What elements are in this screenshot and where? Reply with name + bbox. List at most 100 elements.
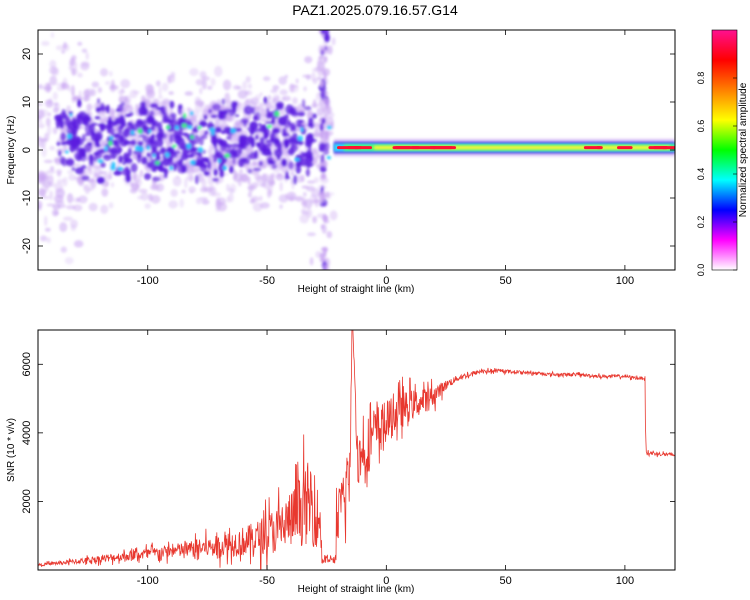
- spectrogram-core-blob: [300, 151, 306, 158]
- snr-x-tick-label: 50: [499, 575, 511, 587]
- spectrogram-core-blob: [176, 137, 185, 148]
- spectrogram-speckle: [140, 192, 149, 201]
- spectrogram-speckle: [304, 56, 313, 64]
- spectrogram-speckle: [210, 77, 216, 87]
- spectrogram-core-blob: [210, 114, 218, 118]
- spectrogram-core-blob: [184, 154, 194, 158]
- spectrogram-speckle: [181, 189, 186, 194]
- spectrogram-hot-spot: [209, 127, 216, 132]
- spectrogram-core-blob: [81, 175, 90, 181]
- spectrogram-speckle: [86, 187, 94, 192]
- spectrogram-core-blob: [308, 123, 315, 129]
- colorbar-ticks: 0.0 0.2 0.4 0.6 0.8: [696, 72, 737, 276]
- spectrogram-speckle: [292, 97, 298, 105]
- spectrogram-core-blob: [130, 139, 137, 146]
- spectrogram-core-blob: [84, 123, 92, 134]
- spectrogram-core-blob: [221, 130, 226, 134]
- spectrogram-speckle: [130, 181, 134, 188]
- spectrogram-core-blob: [306, 163, 311, 169]
- snr-y-tick-label: 4000: [21, 421, 33, 445]
- spectrogram-speckle: [235, 103, 242, 114]
- spectrogram-speckle: [288, 195, 295, 201]
- spectrogram-speckle: [69, 60, 78, 71]
- spectrogram-speckle: [49, 145, 55, 151]
- spectrogram-core-blob: [117, 125, 122, 134]
- transition-streak: [324, 142, 330, 151]
- spectrogram-core-blob: [64, 117, 72, 127]
- spectrogram-hot-spot: [181, 123, 188, 128]
- spectrogram-speckle: [49, 75, 58, 86]
- spectrogram-speckle: [55, 45, 65, 51]
- spectrogram-speckle: [326, 111, 335, 119]
- spectrogram-speckle: [259, 202, 270, 209]
- spectrogram-speckle: [52, 91, 58, 101]
- spectrogram-hot-spot: [189, 159, 196, 166]
- spectrogram-speckle: [270, 89, 278, 94]
- spectrogram-speckle: [91, 81, 100, 88]
- spectrogram-core-blob: [254, 149, 259, 160]
- spectrogram-speckle: [258, 195, 263, 202]
- spectrogram-speckle: [279, 181, 283, 192]
- spectrogram-speckle: [150, 194, 161, 204]
- spectrogram-speckle: [62, 42, 68, 50]
- transition-streak: [319, 122, 324, 132]
- spectrogram-hot-spot: [165, 125, 171, 130]
- spectrogram-core-blob: [206, 123, 216, 128]
- spectrogram-speckle: [118, 92, 124, 104]
- snr-panel: -100 -50 0 50 100 2000 4000 6000 Height of str…: [6, 329, 676, 595]
- spectrogram-core-blob: [127, 147, 133, 157]
- spectrogram-speckle: [39, 171, 49, 182]
- spectrogram-speckle: [87, 178, 94, 183]
- spectrogram-hot-spot: [138, 146, 144, 152]
- spectrogram-core-blob: [155, 153, 159, 162]
- spectrogram-core-blob: [54, 114, 61, 119]
- snr-y-tick-label: 6000: [21, 352, 33, 376]
- spectrogram-hot-spot: [146, 145, 150, 151]
- spectrogram-speckle: [90, 88, 97, 97]
- spectrogram-hot-spot: [155, 160, 160, 166]
- spectrogram-speckle: [301, 200, 307, 206]
- spectrogram-core-blob: [136, 153, 142, 164]
- transition-streak: [321, 117, 326, 125]
- spectrogram-core-blob: [60, 132, 67, 141]
- spectrogram-speckle: [200, 186, 208, 193]
- spectrogram-speckle: [272, 97, 277, 104]
- spectrogram-speckle: [245, 76, 251, 83]
- spectrogram-speckle: [61, 50, 65, 54]
- spectrogram-speckle: [144, 203, 151, 209]
- spectrogram-speckle: [70, 224, 77, 232]
- spectrogram-core-blob: [59, 155, 66, 165]
- spectrogram-speckle: [45, 169, 56, 174]
- spectrogram-hot-spot: [300, 127, 304, 132]
- spectrogram-speckle: [117, 89, 126, 95]
- spectrogram-core-blob: [157, 121, 163, 132]
- spectrogram-speckle: [284, 74, 288, 79]
- spectrogram-speckle: [195, 78, 204, 86]
- spectrogram-core-blob: [147, 114, 152, 124]
- spectrogram-speckle: [38, 109, 45, 120]
- spectrogram-x-tick-label: -100: [137, 275, 159, 287]
- spectrogram-speckle: [207, 175, 215, 186]
- spectrogram-speckle: [279, 89, 288, 96]
- spectrogram-core-blob: [130, 163, 138, 173]
- spectrogram-hot-spot: [104, 145, 108, 151]
- spectrogram-ridge: [333, 138, 675, 157]
- spectrogram-core-blob: [193, 134, 200, 145]
- spectrogram-core-blob: [64, 114, 70, 120]
- spectrogram-speckle: [254, 105, 264, 112]
- spectrogram-core-blob: [117, 147, 123, 153]
- spectrogram-core-blob: [96, 176, 105, 184]
- spectrogram-core-blob: [290, 122, 296, 131]
- spectrogram-speckle: [49, 66, 58, 75]
- spectrogram-core-blob: [173, 163, 177, 172]
- spectrogram-core-blob: [141, 156, 148, 165]
- snr-y-ticks: 2000 4000 6000: [21, 352, 675, 514]
- spectrogram-core-blob: [106, 104, 110, 114]
- spectrogram-core-blob: [259, 124, 268, 133]
- spectrogram-core-blob: [74, 147, 84, 152]
- spectrogram-speckle: [88, 202, 98, 212]
- spectrogram-speckle: [149, 184, 160, 191]
- spectrogram-core-blob: [234, 101, 238, 107]
- spectrogram-speckle: [307, 22, 311, 30]
- spectrogram-speckle: [222, 79, 232, 91]
